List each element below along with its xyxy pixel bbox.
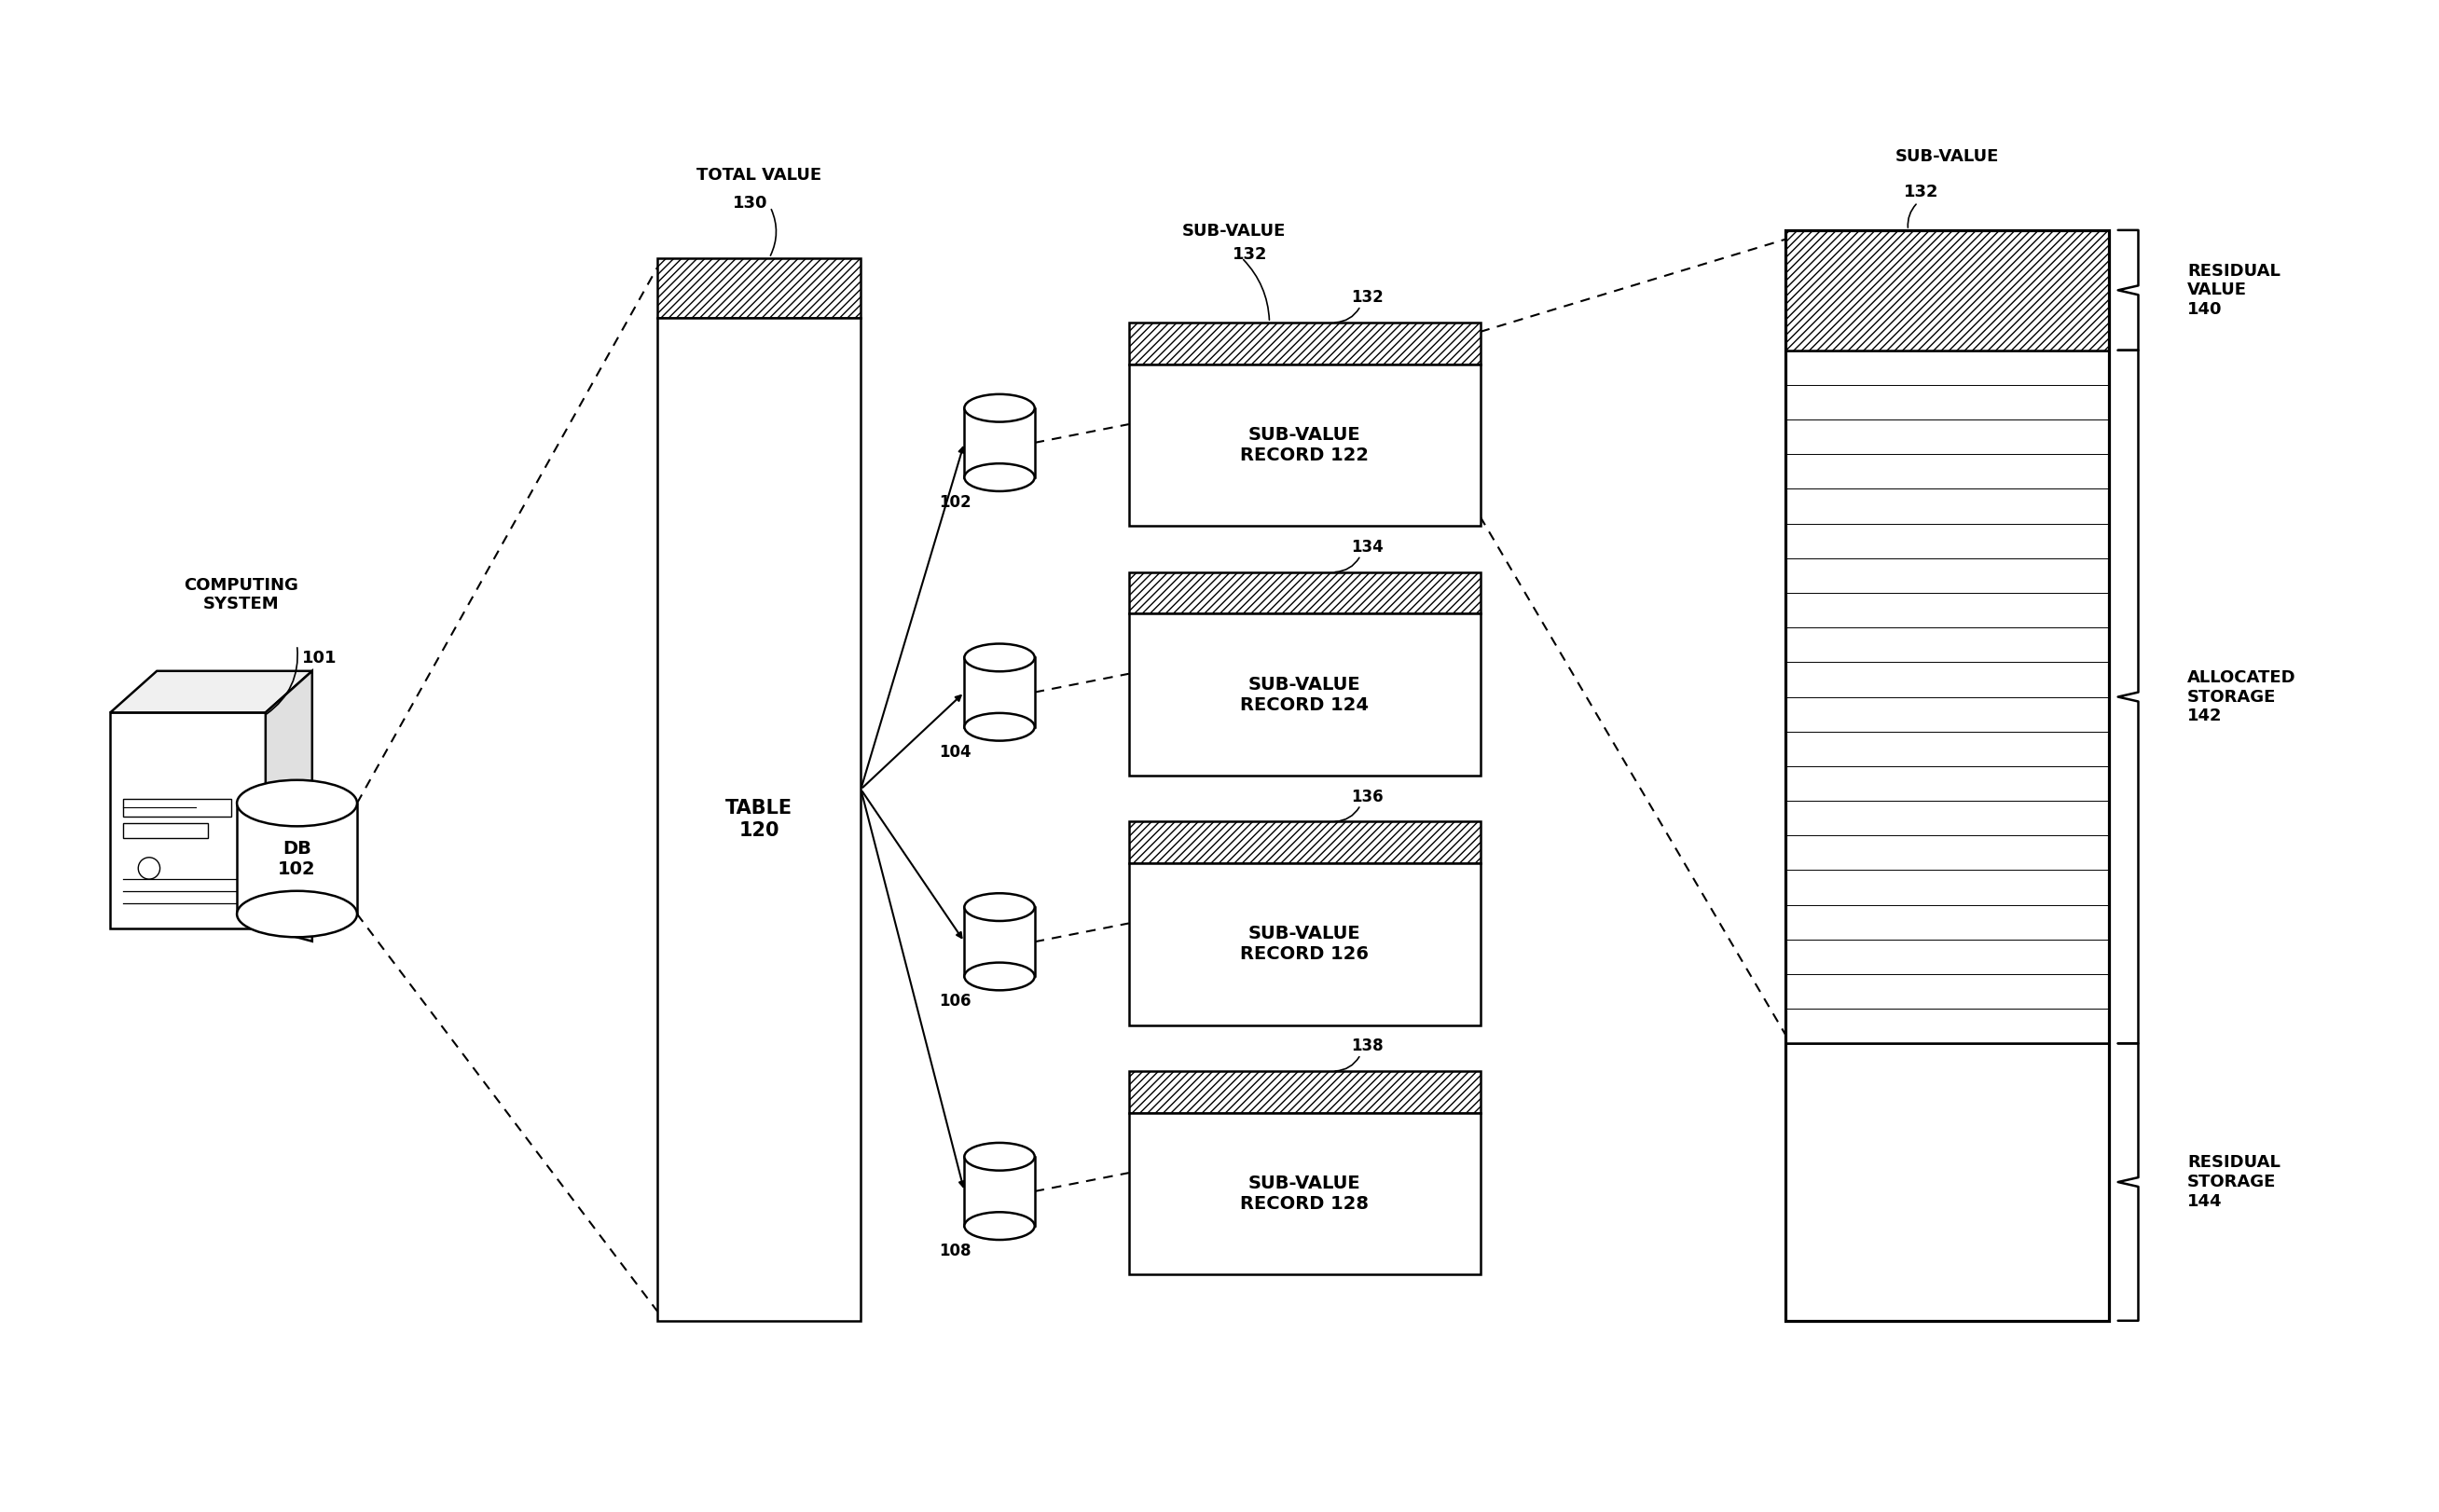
Text: SUB-VALUE
RECORD 128: SUB-VALUE RECORD 128 [1239, 1175, 1368, 1213]
Ellipse shape [963, 644, 1034, 671]
Bar [963, 658, 1034, 727]
Bar [122, 798, 232, 816]
Bar [1129, 821, 1480, 863]
Bar [963, 408, 1034, 478]
Text: SUB-VALUE: SUB-VALUE [1895, 148, 2000, 165]
Ellipse shape [963, 1143, 1034, 1170]
Bar [659, 318, 861, 1320]
Text: 136: 136 [1351, 788, 1383, 804]
Text: 108: 108 [939, 1243, 971, 1259]
Ellipse shape [963, 1213, 1034, 1240]
Text: 104: 104 [939, 744, 971, 761]
Bar [963, 907, 1034, 977]
Bar [122, 823, 207, 838]
Text: 132: 132 [1351, 289, 1383, 305]
Ellipse shape [963, 395, 1034, 422]
Text: SUB-VALUE: SUB-VALUE [1180, 222, 1285, 239]
Bar [1129, 364, 1480, 526]
Bar [237, 803, 356, 915]
Bar [1785, 351, 2110, 1043]
Bar [1129, 572, 1480, 614]
Text: 134: 134 [1351, 538, 1383, 555]
Bar [1129, 1113, 1480, 1275]
Text: DB
102: DB 102 [278, 839, 317, 877]
Bar [963, 1157, 1034, 1226]
Ellipse shape [237, 891, 356, 937]
Text: SUB-VALUE
RECORD 124: SUB-VALUE RECORD 124 [1239, 676, 1368, 714]
Bar [1129, 863, 1480, 1025]
Text: 138: 138 [1351, 1037, 1383, 1054]
Polygon shape [110, 671, 312, 712]
Ellipse shape [963, 464, 1034, 491]
Bar [1129, 1070, 1480, 1113]
Ellipse shape [237, 780, 356, 826]
Polygon shape [266, 671, 312, 942]
Text: 101: 101 [302, 650, 337, 667]
Text: RESIDUAL
STORAGE
144: RESIDUAL STORAGE 144 [2188, 1154, 2280, 1210]
Text: SUB-VALUE
RECORD 126: SUB-VALUE RECORD 126 [1239, 925, 1368, 963]
Text: ALLOCATED
STORAGE
142: ALLOCATED STORAGE 142 [2188, 670, 2295, 724]
Bar [1785, 230, 2110, 1320]
Text: 132: 132 [1232, 245, 1268, 263]
Bar [110, 712, 266, 928]
Text: RESIDUAL
VALUE
140: RESIDUAL VALUE 140 [2188, 263, 2280, 318]
Text: 102: 102 [939, 494, 971, 511]
Text: SUB-VALUE
RECORD 122: SUB-VALUE RECORD 122 [1239, 426, 1368, 464]
Bar [1785, 230, 2110, 351]
Text: 106: 106 [939, 993, 971, 1010]
Text: 132: 132 [1902, 184, 1939, 201]
Text: 130: 130 [732, 195, 768, 212]
Text: COMPUTING
SYSTEM: COMPUTING SYSTEM [185, 576, 300, 612]
Ellipse shape [963, 894, 1034, 921]
Ellipse shape [963, 714, 1034, 741]
Bar [1785, 1043, 2110, 1320]
Bar [1129, 322, 1480, 364]
Circle shape [139, 857, 161, 878]
Text: TOTAL VALUE: TOTAL VALUE [698, 168, 822, 184]
Bar [659, 259, 861, 318]
Bar [1129, 614, 1480, 776]
Text: TABLE
120: TABLE 120 [724, 800, 793, 839]
Ellipse shape [963, 963, 1034, 990]
